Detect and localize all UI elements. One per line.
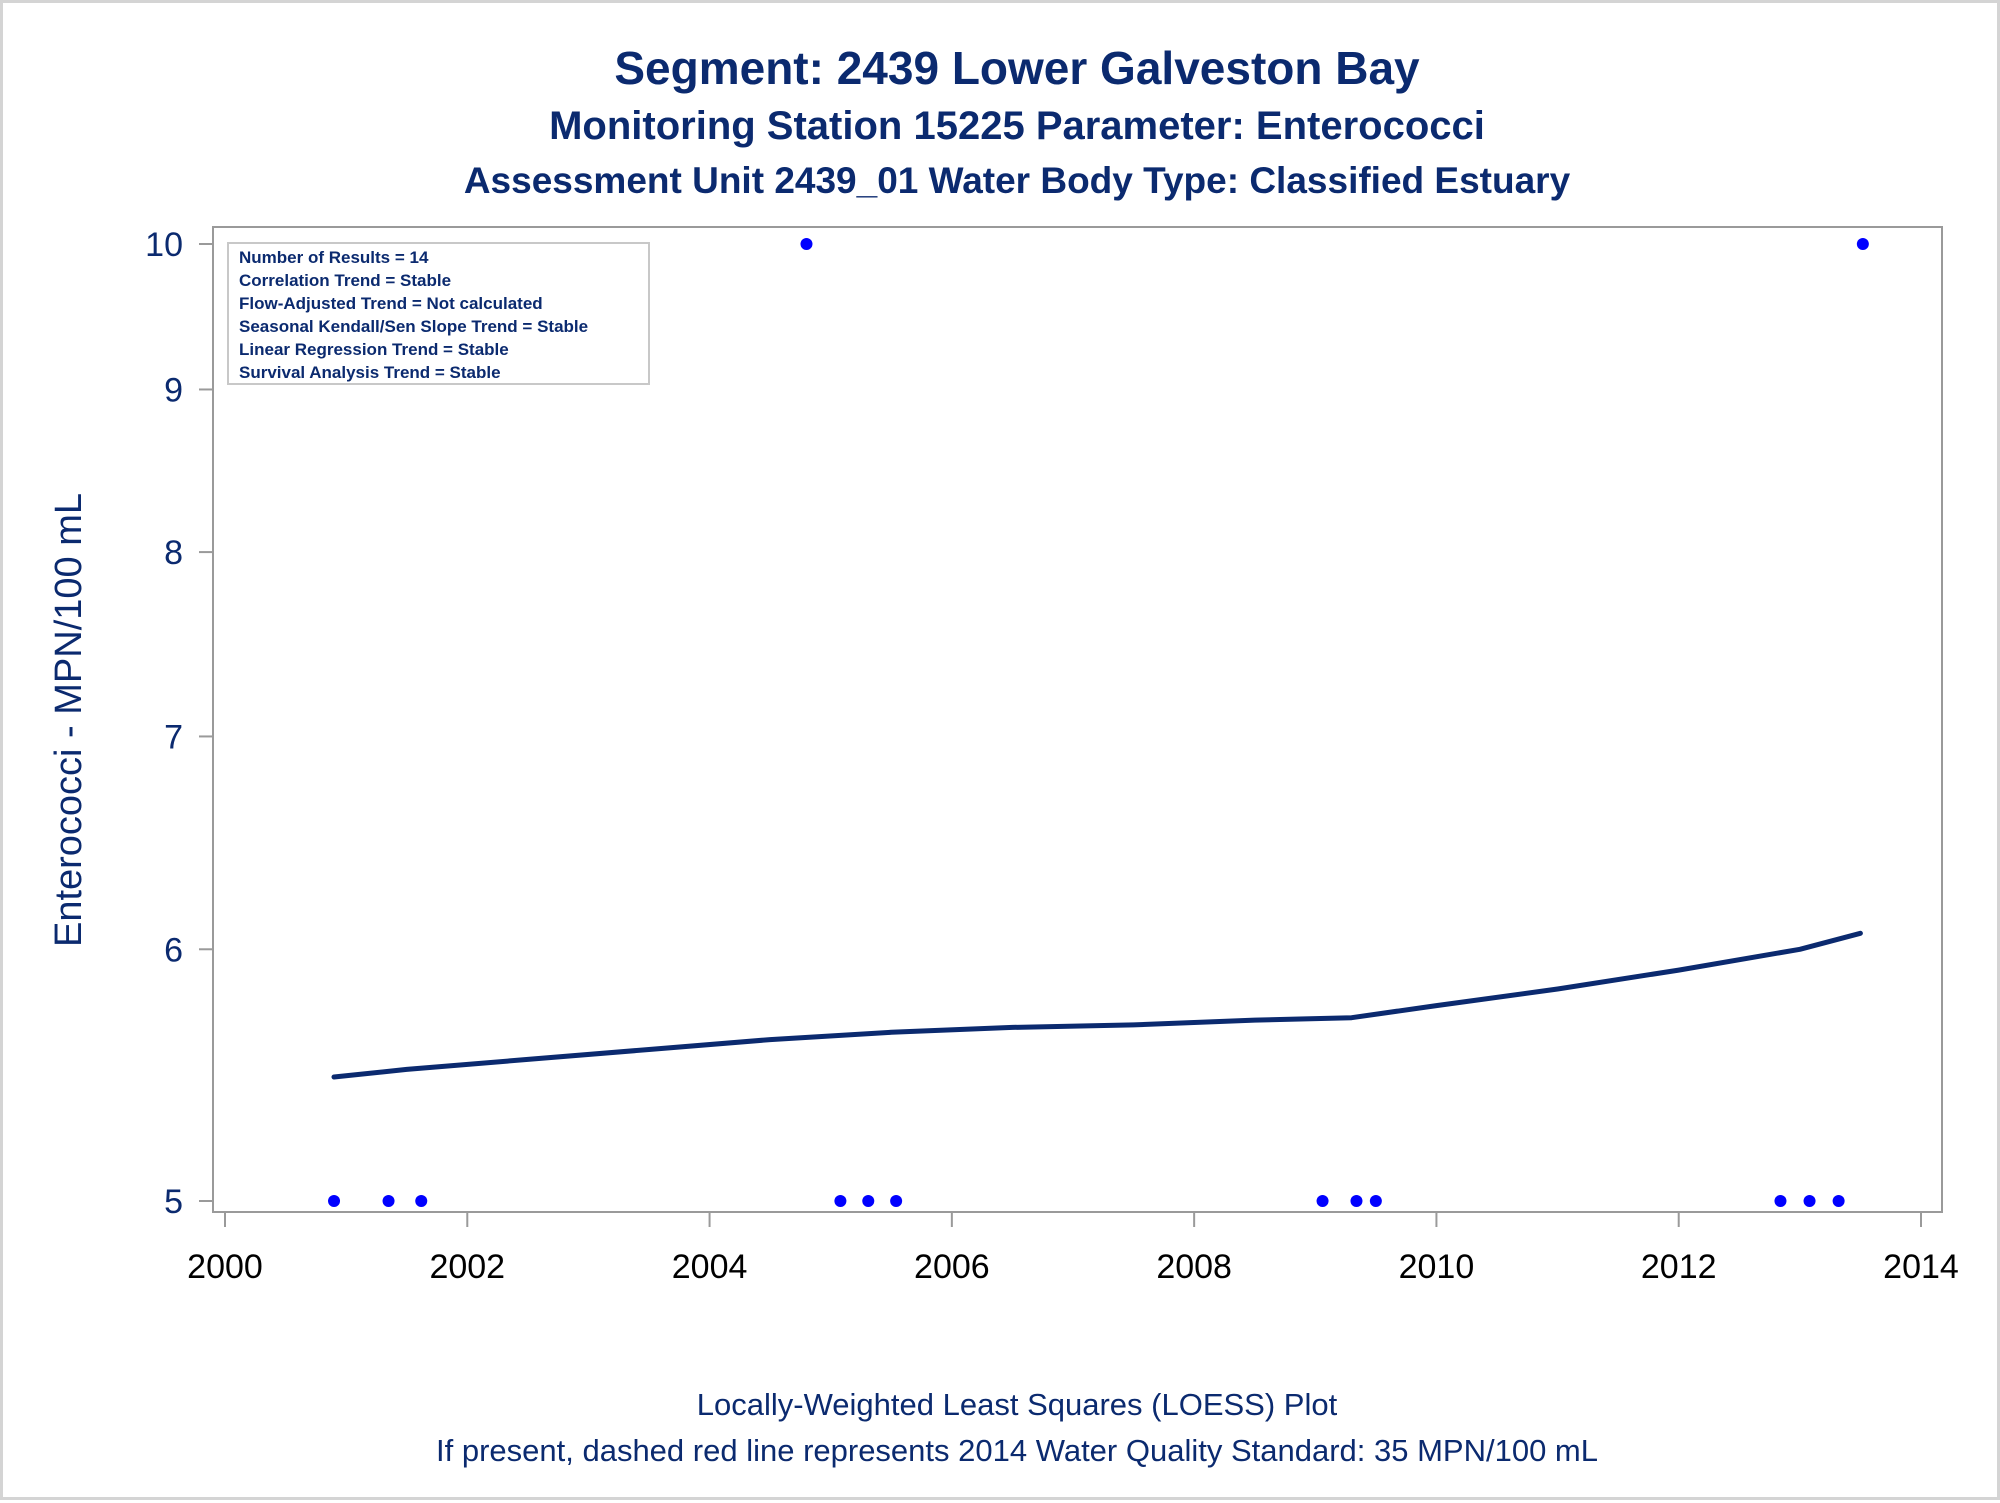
x-tick-label: 2000 [187,1248,263,1286]
x-tick-label: 2002 [429,1248,505,1286]
data-point [328,1195,341,1207]
y-axis-title: Enterococci - MPN/100 mL [48,493,90,947]
trend-summary-line: Linear Regression Trend = Stable [239,340,509,359]
chart-subtitle-station: Monitoring Station 15225 Parameter: Ente… [549,104,1485,148]
footnote-loess: Locally-Weighted Least Squares (LOESS) P… [697,1387,1338,1422]
footnote-standard: If present, dashed red line represents 2… [436,1433,1598,1468]
data-points [328,238,1869,1207]
data-point [1316,1195,1329,1207]
y-tick-label: 5 [164,1183,183,1221]
y-tick-label: 7 [164,718,183,756]
data-point [862,1195,875,1207]
data-point [800,238,813,250]
x-axis: 2000 2002 2004 2006 2008 2010 2012 2014 [187,1212,1959,1286]
x-tick-label: 2008 [1156,1248,1232,1286]
chart-subtitle-assessment: Assessment Unit 2439_01 Water Body Type:… [464,160,1571,201]
trend-summary-lines: Number of Results = 14 Correlation Trend … [239,248,588,382]
data-point [415,1195,428,1207]
y-tick-label: 10 [145,226,183,264]
trend-summary-box [227,242,650,385]
trend-summary-line: Seasonal Kendall/Sen Slope Trend = Stabl… [239,317,588,336]
trend-summary-line: Correlation Trend = Stable [239,271,451,290]
y-tick-label: 6 [164,931,183,969]
data-point [1832,1195,1845,1207]
trend-summary-line: Number of Results = 14 [239,248,429,267]
plot-area-border [212,226,1943,1213]
data-point [890,1195,903,1207]
data-point [1856,238,1869,250]
chart-title: Segment: 2439 Lower Galveston Bay [614,42,1420,94]
data-point [1350,1195,1363,1207]
loess-line [331,930,1863,1080]
trend-summary-line: Survival Analysis Trend = Stable [239,363,501,382]
trend-summary-line: Flow-Adjusted Trend = Not calculated [239,294,543,313]
x-tick-label: 2014 [1883,1248,1959,1286]
y-axis: 5 6 7 8 9 10 [145,226,213,1221]
data-point [834,1195,847,1207]
data-point [1369,1195,1382,1207]
y-tick-label: 8 [164,534,183,572]
data-point [382,1195,395,1207]
data-point [1774,1195,1787,1207]
x-tick-label: 2012 [1641,1248,1717,1286]
data-point [1803,1195,1816,1207]
loess-series [331,930,1863,1080]
chart-canvas: Segment: 2439 Lower Galveston Bay Monito… [48,42,1959,1468]
x-tick-label: 2006 [914,1248,990,1286]
x-tick-label: 2010 [1399,1248,1475,1286]
y-tick-label: 9 [164,371,183,409]
x-tick-label: 2004 [672,1248,748,1286]
